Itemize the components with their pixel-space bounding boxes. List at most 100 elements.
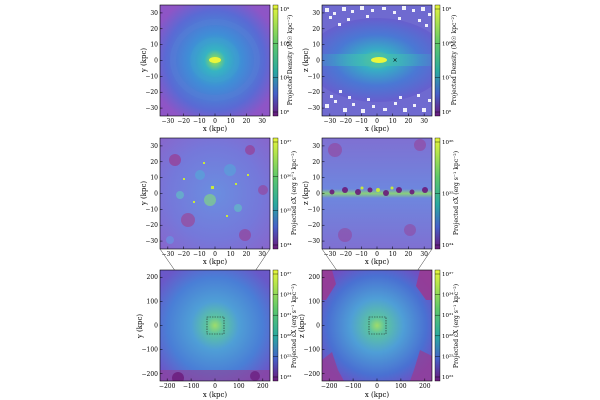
hot-spots <box>183 162 249 217</box>
y-tick-label: 0 <box>154 191 158 198</box>
x-tick-label: −30 <box>324 118 337 125</box>
y-tick-label: 200 <box>309 274 321 281</box>
y-tick-label: 20 <box>312 26 320 33</box>
heatmap-image <box>160 138 270 249</box>
colorbar <box>272 269 279 382</box>
colorbar-tick-label: 10³⁴ <box>280 242 292 249</box>
y-tick-label: 20 <box>150 26 158 33</box>
y-tick-label: 10 <box>150 42 158 49</box>
colorbar-tick-label: 10⁷ <box>442 75 452 82</box>
x-tick-label: −100 <box>183 383 200 390</box>
colorbar-label: Projected εX (erg s⁻¹ kpc⁻²) <box>291 151 298 235</box>
y-tick-label: 200 <box>147 274 159 281</box>
y-tick-label: 0 <box>316 323 320 330</box>
y-tick-label: 30 <box>312 143 320 150</box>
colorbar-tick-label: 10³⁴ <box>442 292 454 299</box>
colorbar-tick-label: 10²⁵ <box>442 353 453 360</box>
x-tick-label: 100 <box>233 383 245 390</box>
y-tick-label: 10 <box>312 175 320 182</box>
colorbar-tick-label: 10²⁸ <box>442 333 454 340</box>
y-tick-label: −30 <box>145 105 158 112</box>
y-tick-label: −20 <box>307 222 320 229</box>
x-tick-label: 200 <box>419 383 431 390</box>
y-tick-label: −100 <box>304 347 321 354</box>
colorbar-tick-label: 10³⁴ <box>442 242 454 249</box>
x-tick-label: −30 <box>324 251 337 258</box>
x-axis-label: x (kpc) <box>203 391 228 399</box>
colorbar <box>434 269 441 382</box>
x-tick-label: 10 <box>227 118 235 125</box>
y-tick-label: −10 <box>307 73 320 80</box>
colorbar-tick-label: 10³⁴ <box>280 292 292 299</box>
y-tick-label: −100 <box>142 347 159 354</box>
colorbar-tick-label: 10³⁷ <box>442 271 454 278</box>
x-tick-label: 10 <box>389 251 397 258</box>
x-tick-label: 0 <box>213 251 217 258</box>
x-tick-label: 10 <box>389 118 397 125</box>
noise-speckles <box>325 6 431 113</box>
colorbar-tick-label: 10⁶ <box>442 109 452 116</box>
x-axis-label: x (kpc) <box>203 125 228 133</box>
x-tick-label: 0 <box>375 251 379 258</box>
x-tick-label: −10 <box>193 118 206 125</box>
x-tick-label: −20 <box>339 251 352 258</box>
y-tick-label: 10 <box>150 175 158 182</box>
x-tick-label: 0 <box>213 118 217 125</box>
colorbar <box>434 4 441 117</box>
x-tick-label: 10 <box>227 251 235 258</box>
x-axis-label: x (kpc) <box>365 391 390 399</box>
colorbar-tick-label: 10⁷ <box>280 75 290 82</box>
y-axis-label: z (kpc) <box>302 48 310 72</box>
colorbar-tick-label: 10⁹ <box>442 6 452 13</box>
colorbar-tick-label: 10⁹ <box>280 6 290 13</box>
x-tick-label: 30 <box>420 251 428 258</box>
x-tick-label: −10 <box>193 251 206 258</box>
y-tick-label: 100 <box>309 298 321 305</box>
x-tick-label: 20 <box>243 251 251 258</box>
y-tick-label: 20 <box>150 159 158 166</box>
x-tick-label: −30 <box>162 251 175 258</box>
x-tick-label: −200 <box>321 383 338 390</box>
heatmap-image <box>160 270 270 381</box>
y-tick-label: −10 <box>145 206 158 213</box>
y-tick-label: −10 <box>145 73 158 80</box>
x-tick-label: 30 <box>420 118 428 125</box>
x-tick-label: −10 <box>355 118 368 125</box>
colorbar-label: Projected εX (erg s⁻¹ kpc⁻²) <box>453 284 460 368</box>
y-tick-label: 30 <box>150 10 158 17</box>
colorbar-label: Projected εX (erg s⁻¹ kpc⁻²) <box>453 151 460 235</box>
y-tick-label: −20 <box>307 89 320 96</box>
heatmap-image: × <box>322 5 432 116</box>
y-tick-label: −30 <box>307 105 320 112</box>
x-axis-label: x (kpc) <box>365 125 390 133</box>
colorbar-label: Projected εX (erg s⁻¹ kpc⁻²) <box>291 284 298 368</box>
colorbar-tick-label: 10²² <box>280 374 291 381</box>
x-tick-label: 100 <box>395 383 407 390</box>
y-tick-label: 0 <box>154 323 158 330</box>
y-axis-label: z (kpc) <box>298 314 306 338</box>
y-tick-label: −200 <box>304 371 321 378</box>
colorbar-label: Projected Density (M☉ kpc⁻²) <box>287 15 294 105</box>
y-tick-label: −30 <box>145 238 158 245</box>
heatmap-image <box>160 5 270 116</box>
center-marker: × <box>392 57 397 64</box>
colorbar-label: Projected Density (M☉ kpc⁻²) <box>451 15 458 105</box>
x-tick-label: 0 <box>375 383 379 390</box>
colorbar-tick-label: 10³⁵ <box>280 208 291 215</box>
y-tick-label: −20 <box>145 89 158 96</box>
colorbar-tick-label: 10⁸ <box>280 40 290 47</box>
colorbar <box>272 137 279 250</box>
edge-dust <box>328 139 428 242</box>
colorbar-tick-label: 10³⁷ <box>280 271 292 278</box>
x-tick-label: 200 <box>257 383 269 390</box>
x-tick-label: −20 <box>339 118 352 125</box>
y-axis-label: z (kpc) <box>302 181 310 205</box>
x-tick-label: −100 <box>345 383 362 390</box>
y-axis-label: y (kpc) <box>140 181 148 207</box>
colorbar-tick-label: 10³¹ <box>442 312 453 319</box>
panel-bottom-left: −200 −100 0 100 200 −200 −100 0 100 200 x (kpc) y… <box>136 269 298 399</box>
